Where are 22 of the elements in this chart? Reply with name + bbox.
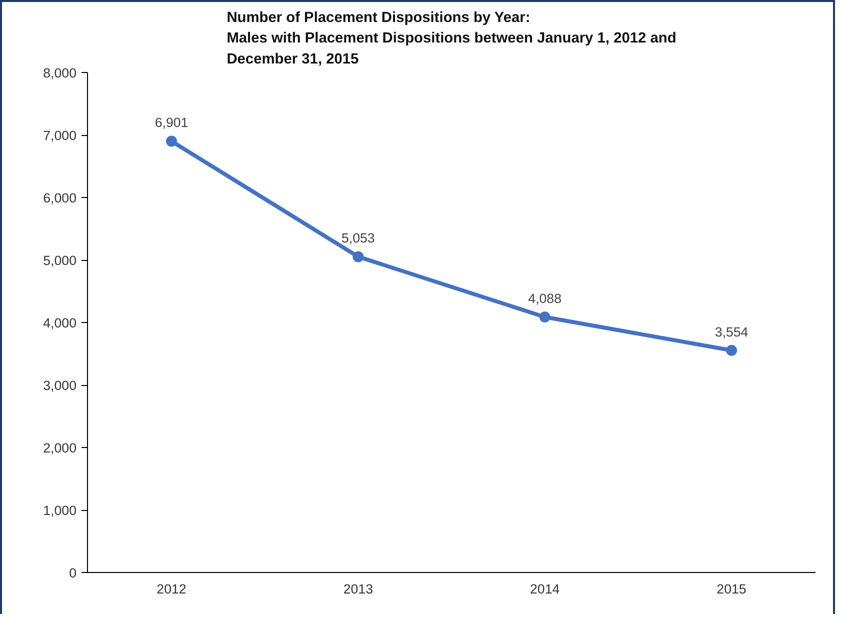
y-tick-label: 4,000 [43, 316, 77, 330]
y-tick-label: 8,000 [43, 66, 77, 80]
y-tick-label: 6,000 [43, 190, 77, 206]
x-tick-label: 2012 [156, 582, 186, 596]
data-label: 3,554 [714, 324, 749, 340]
data-label: 5,053 [341, 230, 375, 246]
chart-title: Number of Placement Dispositions by Year: Males with Placement Dispositions between January 1, 2012 and December 31, 2015 [226, 10, 676, 68]
data-label: 4,088 [528, 291, 562, 306]
y-tick-label: 0 [69, 566, 77, 580]
data-label: 6,901 [154, 115, 188, 130]
y-tick-label: 3,000 [43, 378, 77, 393]
x-tick-label: 2014 [530, 582, 560, 596]
x-tick-label: 2015 [716, 582, 746, 596]
point [539, 312, 550, 322]
y-tick-label: 1,000 [43, 503, 77, 518]
x-tick-label: 2013 [343, 582, 373, 596]
y-tick-label: 7,000 [43, 128, 77, 143]
point [726, 344, 737, 356]
point [166, 136, 177, 147]
y-tick-label: 5,000 [43, 253, 77, 268]
y-tick-label: 2,000 [43, 440, 77, 456]
point [352, 251, 364, 262]
